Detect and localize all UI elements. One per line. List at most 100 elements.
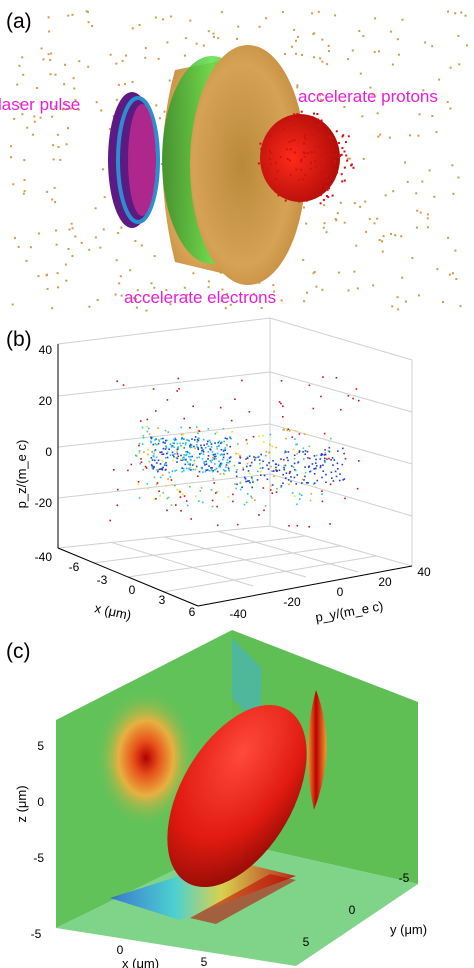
electron-dot <box>52 158 55 161</box>
momentum-point <box>315 462 317 464</box>
momentum-point <box>302 451 304 453</box>
momentum-point <box>227 467 230 470</box>
momentum-point <box>251 497 253 499</box>
momentum-point <box>298 433 301 435</box>
electron-dot <box>80 241 83 244</box>
electron-dot <box>382 235 385 238</box>
electron-dot <box>325 231 328 234</box>
momentum-point <box>214 432 217 435</box>
proton-dot <box>318 124 321 127</box>
electron-dot <box>343 221 346 224</box>
momentum-point <box>332 464 334 466</box>
momentum-point <box>116 380 118 382</box>
momentum-point <box>222 450 225 452</box>
momentum-point <box>153 498 156 501</box>
momentum-point <box>165 485 167 487</box>
proton-dot <box>322 198 325 201</box>
electron-dot <box>265 17 268 20</box>
x-axis-label: x (μm) <box>93 600 132 622</box>
proton-dot <box>276 170 279 173</box>
momentum-point <box>161 474 164 476</box>
momentum-point <box>235 452 237 455</box>
momentum-point <box>179 442 181 445</box>
x-tick-3: 3 <box>159 593 166 607</box>
momentum-point <box>219 466 222 468</box>
momentum-point <box>148 460 151 463</box>
momentum-point <box>305 482 308 484</box>
proton-dot <box>283 128 286 131</box>
momentum-point <box>250 461 253 464</box>
momentum-point <box>271 445 273 447</box>
momentum-point <box>152 443 155 446</box>
momentum-point <box>180 454 182 457</box>
electron-dot <box>394 234 397 237</box>
proton-dot <box>341 147 344 150</box>
momentum-point <box>153 450 156 452</box>
momentum-point <box>277 464 280 466</box>
momentum-point <box>162 453 165 455</box>
momentum-point <box>207 428 210 430</box>
electron-dot <box>389 30 392 33</box>
electron-dot <box>51 198 54 201</box>
momentum-point <box>259 470 262 473</box>
electron-dot <box>347 58 350 61</box>
momentum-point <box>148 433 151 435</box>
electron-dot <box>157 57 160 60</box>
momentum-point <box>296 443 298 446</box>
electron-dot <box>147 294 150 297</box>
momentum-point <box>204 470 207 473</box>
y-tick-neg20: -20 <box>283 595 301 609</box>
momentum-point <box>226 459 229 461</box>
electron-dot <box>328 50 330 53</box>
momentum-point <box>164 442 166 444</box>
momentum-point <box>165 446 168 449</box>
momentum-point <box>269 443 271 445</box>
momentum-point <box>210 489 213 491</box>
momentum-point <box>220 448 223 451</box>
momentum-point <box>321 476 323 479</box>
momentum-point <box>320 454 322 456</box>
momentum-point <box>188 440 190 442</box>
momentum-point <box>246 465 248 468</box>
proton-dot <box>286 157 289 160</box>
electron-dot <box>138 24 141 26</box>
proton-dot <box>325 195 328 197</box>
momentum-point <box>271 470 273 472</box>
momentum-point <box>320 395 322 398</box>
proton-dot <box>260 147 263 150</box>
momentum-point <box>297 461 299 464</box>
momentum-point <box>238 462 240 464</box>
panel-b-label: (b) <box>6 328 32 351</box>
proton-dot <box>341 135 344 138</box>
proton-dot <box>311 116 314 119</box>
proton-dot <box>350 164 353 167</box>
proton-dot <box>293 139 296 141</box>
momentum-point <box>210 467 212 469</box>
momentum-point <box>166 456 169 459</box>
momentum-point <box>262 460 264 463</box>
electron-dot <box>100 109 103 112</box>
electron-dot <box>33 115 36 118</box>
momentum-point <box>301 478 304 481</box>
back-wall-field-streak <box>232 638 262 728</box>
momentum-point <box>334 470 337 473</box>
x-tick-6: 6 <box>189 605 196 619</box>
momentum-point <box>319 466 322 469</box>
momentum-point <box>287 459 289 462</box>
momentum-point <box>329 523 331 525</box>
momentum-point <box>155 438 157 440</box>
electron-dot <box>272 284 275 287</box>
proton-dot <box>341 180 344 183</box>
electron-dot <box>61 108 64 111</box>
electron-dot <box>46 190 49 193</box>
proton-dot <box>310 161 312 164</box>
electron-dot <box>160 163 163 166</box>
electron-dot <box>400 235 403 238</box>
momentum-point <box>220 463 222 466</box>
electron-dot <box>69 107 72 110</box>
electron-dot <box>153 286 156 289</box>
momentum-point <box>180 438 183 440</box>
momentum-point <box>280 485 283 487</box>
momentum-point <box>328 450 331 453</box>
proton-dot <box>337 142 340 144</box>
